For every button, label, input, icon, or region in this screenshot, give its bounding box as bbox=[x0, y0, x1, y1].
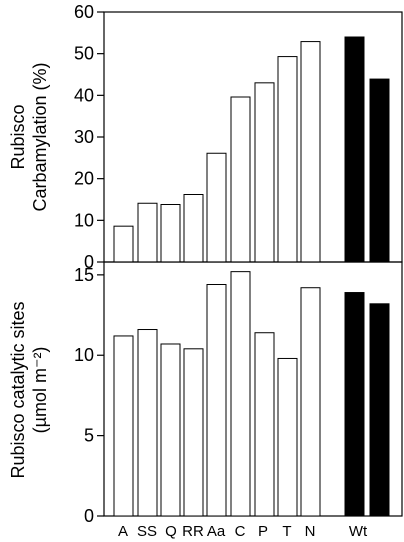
catalytic-sites-bar-0 bbox=[113, 335, 134, 517]
catalytic-sites-bar-9 bbox=[344, 292, 365, 517]
carbamylation-bar-7 bbox=[277, 56, 298, 263]
carbamylation-y-tick-label-1: 10 bbox=[74, 210, 94, 230]
catalytic-sites-bar-7 bbox=[277, 357, 298, 517]
catalytic-sites-y-tick-label-3: 15 bbox=[74, 265, 94, 285]
catalytic-sites-y-axis-label-line-2: (µmol m⁻²) bbox=[30, 347, 50, 434]
carbamylation-bar-5 bbox=[230, 96, 251, 263]
carbamylation-y-tick-label-4: 40 bbox=[74, 85, 94, 105]
catalytic-sites-y-tick-label-1: 5 bbox=[84, 426, 94, 446]
carbamylation-y-axis: 0 10 20 30 40 50 60 bbox=[74, 2, 104, 272]
carbamylation-bars bbox=[113, 36, 390, 263]
x-tick-label-3: RR bbox=[182, 523, 204, 540]
carbamylation-y-tick-label-5: 50 bbox=[74, 44, 94, 64]
catalytic-sites-bar-6 bbox=[254, 332, 275, 517]
x-tick-label-2: Q bbox=[165, 523, 177, 540]
x-tick-label-4: Aa bbox=[207, 523, 226, 540]
carbamylation-y-axis-label-line-2: Carbamylation (%) bbox=[30, 62, 50, 211]
carbamylation-bar-4 bbox=[206, 152, 227, 263]
x-axis-tick-labels: A SS Q RR Aa C P T N Wt bbox=[118, 523, 368, 540]
carbamylation-bar-2 bbox=[160, 204, 181, 263]
carbamylation-y-tick-label-6: 60 bbox=[74, 2, 94, 22]
carbamylation-bar-9 bbox=[344, 36, 365, 263]
x-tick-label-5: C bbox=[235, 523, 246, 540]
catalytic-sites-bar-5 bbox=[230, 271, 251, 517]
x-tick-label-9: Wt bbox=[349, 523, 368, 540]
carbamylation-bar-3 bbox=[183, 194, 204, 263]
catalytic-sites-y-tick-label-2: 10 bbox=[74, 345, 94, 365]
carbamylation-y-tick-label-2: 20 bbox=[74, 169, 94, 189]
x-tick-label-6: P bbox=[258, 523, 268, 540]
catalytic-sites-bar-8 bbox=[300, 287, 321, 517]
catalytic-sites-y-axis: 0 5 10 15 bbox=[74, 265, 104, 526]
catalytic-sites-bars bbox=[113, 271, 390, 517]
catalytic-sites-bar-2 bbox=[160, 343, 181, 517]
catalytic-sites-y-axis-label-line-1: Rubisco catalytic sites bbox=[8, 301, 28, 478]
carbamylation-y-tick-label-3: 30 bbox=[74, 127, 94, 147]
x-tick-label-8: N bbox=[305, 523, 316, 540]
x-tick-label-0: A bbox=[118, 523, 128, 540]
catalytic-sites-plot-frame bbox=[103, 261, 403, 517]
catalytic-sites-bar-10 bbox=[369, 303, 390, 517]
catalytic-sites-bar-1 bbox=[137, 329, 158, 517]
carbamylation-bar-1 bbox=[137, 202, 158, 263]
carbamylation-bar-8 bbox=[300, 41, 321, 263]
catalytic-sites-panel: 0 5 10 15 Rubisco catalytic sites (µmol m⁻²… bbox=[8, 261, 403, 526]
catalytic-sites-bar-4 bbox=[206, 284, 227, 517]
carbamylation-y-axis-label-line-1: Rubisco bbox=[8, 104, 28, 169]
carbamylation-bar-6 bbox=[254, 82, 275, 263]
carbamylation-bar-10 bbox=[369, 78, 390, 263]
carbamylation-panel: 0 10 20 30 40 50 60 Rubisco Carbamylation (%) bbox=[8, 2, 403, 272]
catalytic-sites-bar-3 bbox=[183, 348, 204, 517]
x-tick-label-7: T bbox=[282, 523, 291, 540]
carbamylation-bar-0 bbox=[113, 225, 134, 263]
carbamylation-y-tick-label-0: 0 bbox=[84, 252, 94, 272]
x-tick-label-1: SS bbox=[137, 523, 157, 540]
catalytic-sites-y-tick-label-0: 0 bbox=[84, 506, 94, 526]
